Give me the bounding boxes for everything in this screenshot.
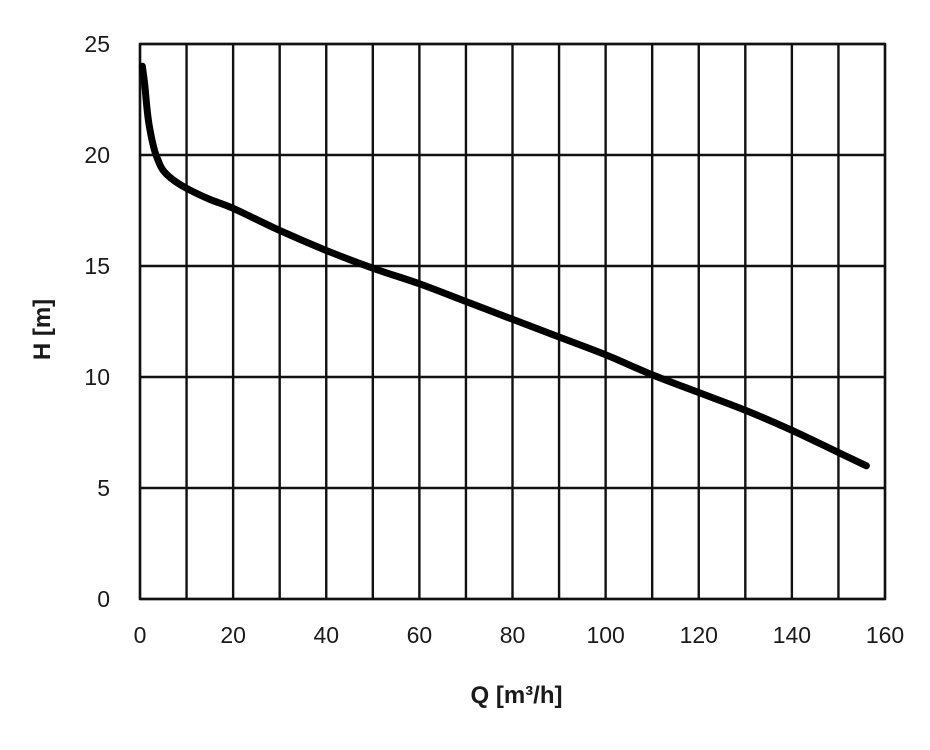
plot-area-frame [138, 42, 887, 601]
y-tick-label-20: 20 [84, 142, 110, 168]
x-tick-label-20: 20 [220, 622, 246, 648]
x-tick-label-60: 60 [407, 622, 433, 648]
x-tick-label-40: 40 [313, 622, 339, 648]
series-layer [138, 62, 870, 470]
x-tick-label-120: 120 [680, 622, 718, 648]
x-tick-label-0: 0 [134, 622, 147, 648]
x-tick-label-160: 160 [866, 622, 904, 648]
y-axis-tick-labels: 0 5 10 15 20 25 [84, 31, 110, 612]
x-tick-label-140: 140 [773, 622, 811, 648]
y-tick-label-25: 25 [84, 31, 110, 57]
x-tick-label-100: 100 [586, 622, 624, 648]
y-axis-title: H [m] [29, 299, 56, 360]
series-line-0 [138, 62, 870, 470]
x-axis-tick-labels: 0 20 40 60 80 100 120 140 160 [134, 622, 905, 648]
x-axis-title: Q [m³/h] [471, 682, 563, 709]
y-tick-label-10: 10 [84, 364, 110, 390]
x-tick-label-80: 80 [500, 622, 526, 648]
y-tick-label-15: 15 [84, 253, 110, 279]
y-tick-label-5: 5 [97, 475, 110, 501]
y-tick-label-0: 0 [97, 586, 110, 612]
